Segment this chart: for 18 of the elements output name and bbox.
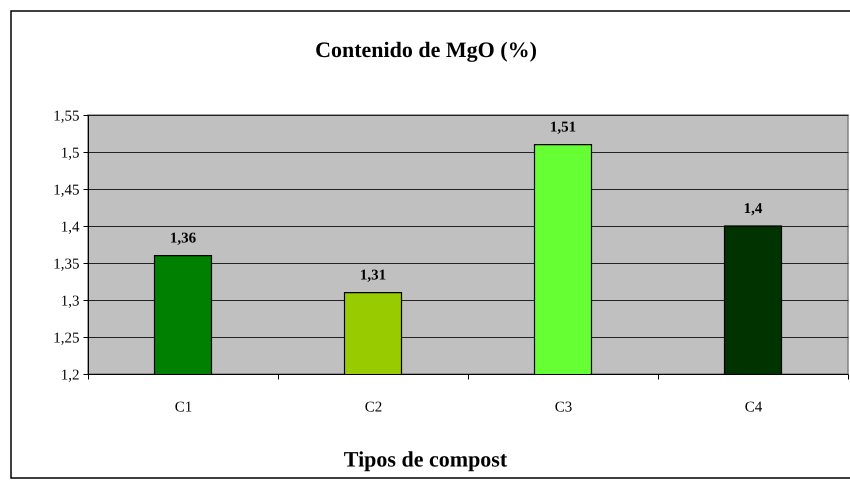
y-tick-label: 1,5: [60, 146, 80, 162]
x-tick-label: C3: [554, 400, 572, 416]
data-label: 1,51: [550, 120, 576, 136]
x-axis-title: Tipos de compost: [344, 446, 508, 472]
data-label: 1,31: [360, 268, 386, 284]
x-tick-label: C2: [364, 400, 382, 416]
x-tick-label: C4: [744, 400, 763, 416]
x-tick-label: C1: [174, 400, 192, 416]
y-tick-label: 1,4: [60, 220, 80, 236]
y-tick-label: 1,45: [53, 182, 80, 198]
chart-title: Contenido de MgO (%): [315, 37, 537, 62]
y-tick-label: 1,35: [53, 256, 80, 272]
y-tick-label: 1,25: [53, 330, 80, 346]
data-label: 1,4: [744, 201, 763, 217]
data-label: 1,36: [170, 230, 197, 247]
y-tick-label: 1,2: [60, 368, 80, 384]
y-tick-label: 1,55: [53, 108, 80, 124]
y-tick-label: 1,3: [60, 294, 80, 310]
